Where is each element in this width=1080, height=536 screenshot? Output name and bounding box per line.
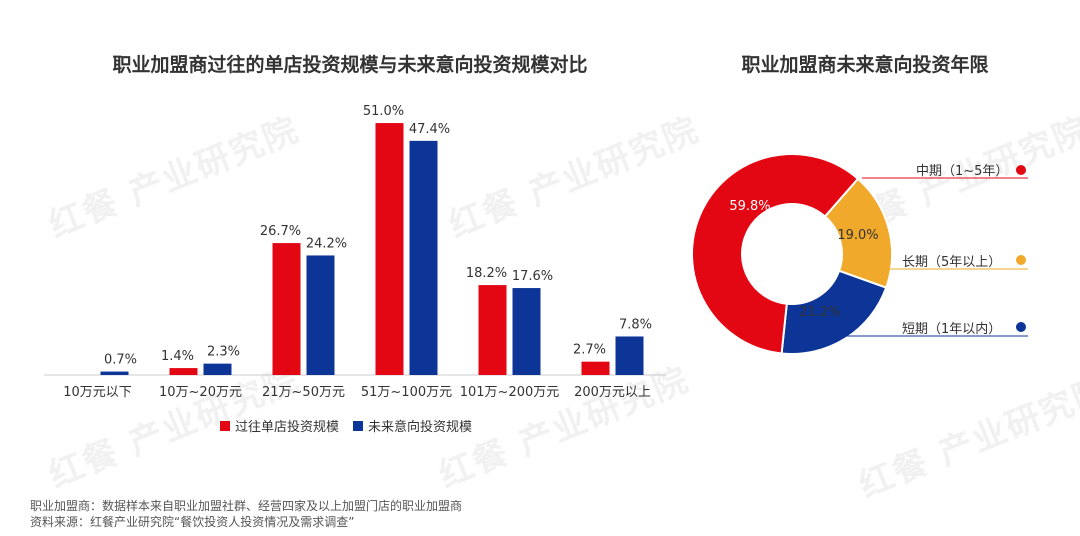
footnote-sample: 职业加盟商：数据样本来自职业加盟社群、经营四家及以上加盟门店的职业加盟商	[30, 499, 463, 513]
leader-dot-short	[1016, 322, 1026, 332]
bar-past	[169, 368, 198, 375]
data-label: 1.4%	[161, 349, 194, 364]
data-label: 47.4%	[409, 122, 450, 137]
legend-label-past: 过往单店投资规模	[235, 420, 340, 435]
pie-label-mid: 中期（1~5年）	[916, 164, 1009, 179]
legend-item-past: 过往单店投资规模	[220, 416, 339, 435]
slice-value-label: 59.8%	[729, 199, 770, 214]
x-tick-label: 10万~20万元	[159, 385, 242, 400]
pie-label-long: 长期（5年以上）	[902, 255, 1002, 270]
leader-dot-long	[1016, 255, 1026, 265]
bar-past	[478, 285, 507, 375]
legend-label-future: 未来意向投资规模	[368, 420, 473, 435]
slice-value-label: 19.0%	[837, 228, 878, 243]
data-label: 2.7%	[573, 343, 606, 358]
data-label: 24.2%	[306, 236, 347, 251]
leader-dot-mid	[1016, 165, 1026, 175]
legend-swatch-past	[220, 420, 230, 431]
bar-legend: 过往单店投资规模 未来意向投资规模	[220, 416, 472, 435]
bar-chart-title: 职业加盟商过往的单店投资规模与未来意向投资规模对比	[112, 54, 588, 76]
x-tick-label: 21万~50万元	[262, 385, 345, 400]
data-label: 2.3%	[207, 345, 240, 360]
bar-future	[512, 288, 541, 375]
donut-chart-title: 职业加盟商未来意向投资年限	[741, 54, 989, 76]
x-tick-label: 200万元以上	[574, 385, 651, 400]
bar-past	[581, 361, 610, 375]
pie-label-short: 短期（1年以内）	[902, 322, 1002, 337]
donut-chart: 59.8% 19.0% 21.2%	[691, 153, 1028, 355]
data-label: 18.2%	[466, 266, 507, 281]
bar-future	[100, 371, 129, 375]
slice-value-label: 21.2%	[799, 305, 840, 320]
data-label: 17.6%	[512, 269, 553, 284]
x-tick-label: 51万~100万元	[361, 385, 452, 400]
slice-mid	[691, 153, 860, 355]
legend-swatch-future	[353, 420, 364, 431]
data-label: 7.8%	[619, 317, 652, 332]
bar-future	[203, 363, 232, 375]
footnote-source: 资料来源：红餐产业研究院“餐饮投资人投资情况及需求调查”	[30, 515, 355, 529]
bar-past	[375, 123, 404, 375]
x-tick-label: 101万~200万元	[460, 385, 560, 400]
data-label: 51.0%	[363, 104, 404, 119]
bar-chart: 10万元以下 0.7% 10万~20万元 1.4% 2.3% 21万~50万元 26.7% 2…	[44, 104, 666, 400]
legend-item-future: 未来意向投资规模	[353, 416, 472, 435]
bar-future	[409, 140, 438, 375]
bar-future	[306, 255, 335, 375]
data-label: 0.7%	[104, 353, 137, 368]
data-label: 26.7%	[260, 224, 301, 239]
bar-future	[615, 336, 644, 375]
x-tick-label: 10万元以下	[63, 385, 132, 400]
bar-past	[272, 243, 301, 375]
